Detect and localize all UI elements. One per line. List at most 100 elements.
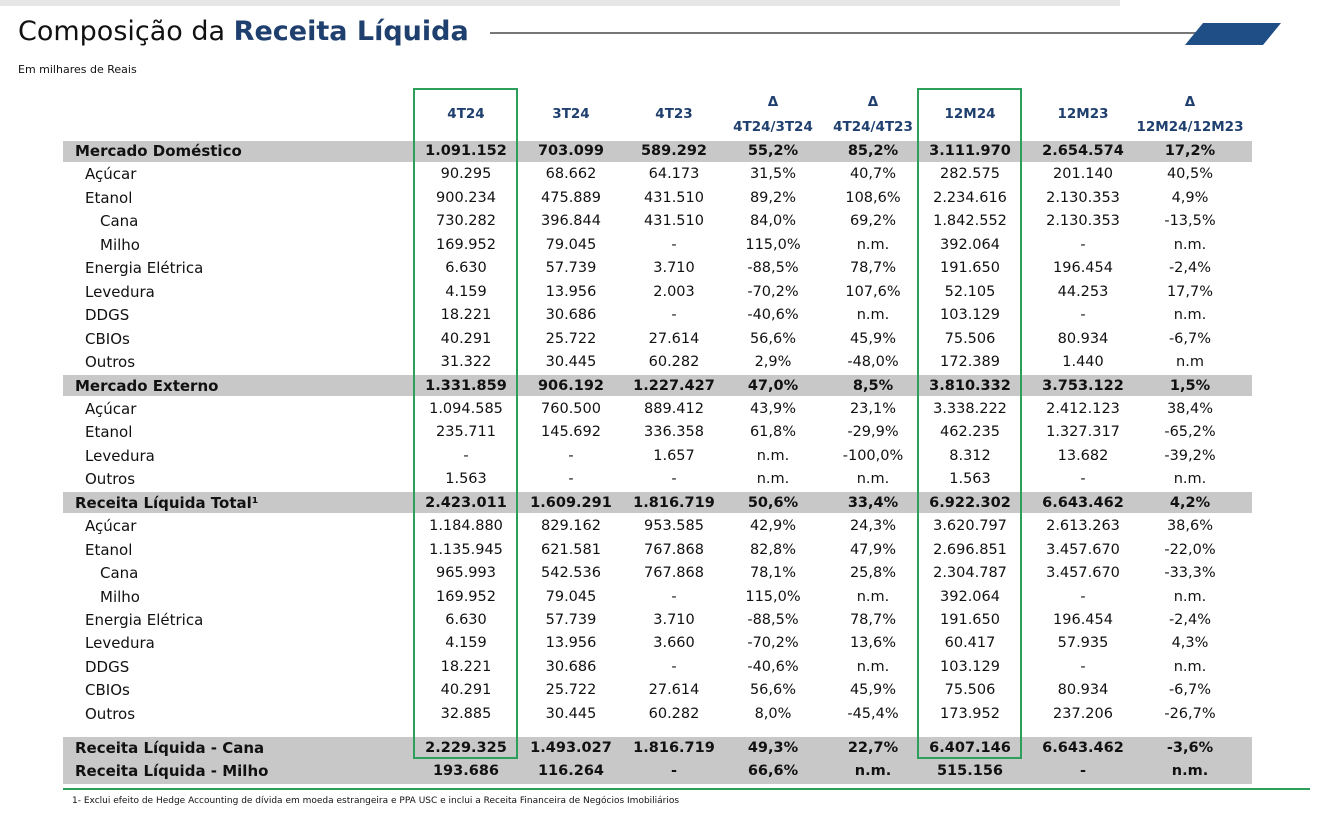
cell: n.m. bbox=[1173, 307, 1207, 324]
cell: 103.129 bbox=[940, 658, 1000, 675]
cell: 75.506 bbox=[944, 682, 996, 699]
cell: 431.510 bbox=[644, 213, 704, 230]
cell: - bbox=[1080, 307, 1086, 324]
cell: 32.885 bbox=[440, 705, 492, 722]
cell: 84,0% bbox=[749, 213, 797, 230]
cell: 3.810.332 bbox=[929, 377, 1011, 394]
cell: -70,2% bbox=[747, 283, 799, 300]
cell: 43,9% bbox=[749, 400, 797, 417]
cell: 336.358 bbox=[644, 424, 704, 441]
cell: -39,2% bbox=[1164, 447, 1216, 464]
cell: 25.722 bbox=[545, 682, 597, 699]
cell: 22,7% bbox=[847, 739, 899, 756]
cell: 965.993 bbox=[436, 565, 496, 582]
row-label: CBIOs bbox=[85, 681, 130, 700]
row-label: Cana bbox=[100, 212, 139, 231]
cell: 40,5% bbox=[1166, 166, 1214, 183]
cell: 47,9% bbox=[849, 541, 897, 558]
cell: 1.184.880 bbox=[429, 518, 503, 535]
cell: 235.711 bbox=[436, 424, 496, 441]
cell: - bbox=[671, 658, 677, 675]
cell: n.m. bbox=[1173, 658, 1207, 675]
cell: 45,9% bbox=[849, 682, 897, 699]
cell: 79.045 bbox=[545, 236, 597, 253]
cell: 1.816.719 bbox=[633, 494, 715, 511]
column-header: 12M24/12M23 bbox=[1136, 119, 1244, 135]
row-label: Outros bbox=[85, 470, 136, 489]
cell: 40.291 bbox=[440, 330, 492, 347]
cell: 82,8% bbox=[749, 541, 797, 558]
cell: 40.291 bbox=[440, 682, 492, 699]
row-label: DDGS bbox=[85, 306, 130, 325]
cell: n.m. bbox=[856, 471, 890, 488]
cell: n.m. bbox=[1171, 763, 1209, 780]
row-label: Milho bbox=[100, 235, 140, 254]
column-header: Δ bbox=[1184, 94, 1196, 110]
cell: 462.235 bbox=[940, 424, 1000, 441]
cell: 703.099 bbox=[537, 143, 605, 159]
cell: 392.064 bbox=[940, 588, 1000, 605]
cell: 906.192 bbox=[537, 377, 605, 394]
cell: 542.536 bbox=[541, 565, 601, 582]
cell: 196.454 bbox=[1053, 612, 1113, 628]
column-highlight bbox=[413, 88, 518, 759]
cell: 2.130.353 bbox=[1046, 213, 1120, 230]
cell: 392.064 bbox=[940, 236, 1000, 253]
cell: 80.934 bbox=[1057, 330, 1109, 347]
cell: n.m. bbox=[854, 763, 892, 780]
cell: 31.322 bbox=[440, 354, 492, 371]
cell: 1.440 bbox=[1062, 354, 1104, 371]
cell: 60.282 bbox=[648, 705, 700, 722]
cell: 90.295 bbox=[440, 166, 492, 183]
cell: 47,0% bbox=[747, 377, 799, 394]
section-band bbox=[63, 375, 1252, 396]
cell: - bbox=[568, 471, 574, 488]
cell: - bbox=[1080, 236, 1086, 253]
cell: 172.389 bbox=[940, 354, 1000, 371]
cell: 38,6% bbox=[1166, 518, 1214, 535]
cell: 2.696.851 bbox=[933, 541, 1007, 558]
cell: 2.234.616 bbox=[933, 189, 1007, 206]
cell: 78,7% bbox=[849, 612, 897, 628]
cell: -40,6% bbox=[747, 658, 799, 675]
cell: 2.613.263 bbox=[1046, 518, 1120, 535]
cell: 1.842.552 bbox=[933, 213, 1007, 230]
cell: 57.935 bbox=[1057, 635, 1109, 652]
row-label: Levedura bbox=[85, 282, 155, 301]
row-label: Cana bbox=[100, 564, 139, 583]
cell: 42,9% bbox=[749, 518, 797, 535]
row-label: Outros bbox=[85, 704, 136, 723]
cell: 40,7% bbox=[849, 166, 897, 183]
cell: - bbox=[1080, 588, 1086, 605]
cell: 30.686 bbox=[545, 658, 597, 675]
row-label: Levedura bbox=[85, 446, 155, 465]
cell: -100,0% bbox=[842, 447, 904, 464]
cell: 56,6% bbox=[749, 682, 797, 699]
cell: 52.105 bbox=[944, 283, 996, 300]
cell: 6.630 bbox=[445, 612, 487, 628]
cell: 169.952 bbox=[436, 236, 496, 253]
cell: 237.206 bbox=[1053, 705, 1113, 722]
row-label: Etanol bbox=[85, 423, 133, 442]
title-rule bbox=[490, 32, 1200, 34]
cell: 1.563 bbox=[445, 471, 487, 488]
cell: 75.506 bbox=[944, 330, 996, 347]
row-label: DDGS bbox=[85, 657, 130, 676]
cell: - bbox=[1080, 471, 1086, 488]
cell: 50,6% bbox=[747, 494, 799, 511]
cell: 108,6% bbox=[845, 189, 901, 206]
cell: -3,6% bbox=[1166, 739, 1214, 756]
cell: -70,2% bbox=[747, 635, 799, 652]
cell: 191.650 bbox=[940, 612, 1000, 628]
cell: 45,9% bbox=[849, 330, 897, 347]
cell: 57.739 bbox=[545, 260, 597, 277]
cell: 1.327.317 bbox=[1046, 424, 1120, 441]
cell: 767.868 bbox=[644, 541, 704, 558]
cell: 103.129 bbox=[940, 307, 1000, 324]
cell: 8.312 bbox=[949, 447, 991, 464]
section-label: Receita Líquida - Milho bbox=[75, 762, 269, 781]
cell: 1.135.945 bbox=[429, 541, 503, 558]
cell: 3.338.222 bbox=[933, 400, 1007, 417]
cell: 107,6% bbox=[845, 283, 901, 300]
cell: 4,9% bbox=[1171, 189, 1209, 206]
